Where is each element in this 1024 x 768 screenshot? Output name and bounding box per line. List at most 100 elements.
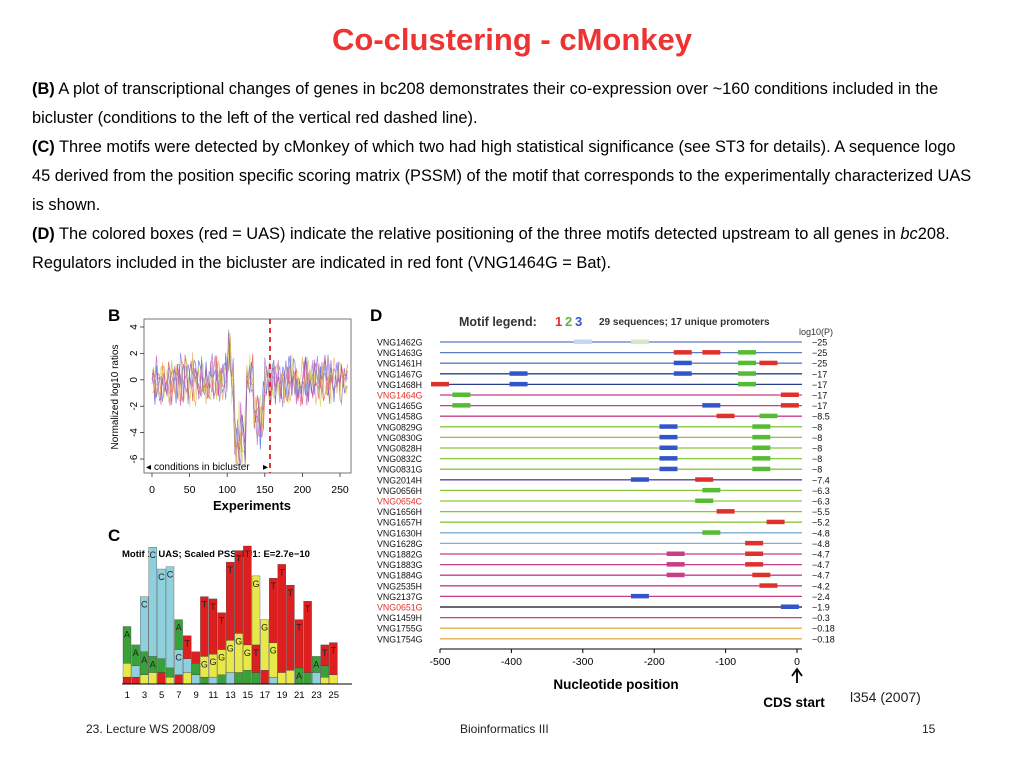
footer-left: 23. Lecture WS 2008/09: [86, 722, 216, 736]
gene-pvalue: −25: [812, 359, 827, 369]
logo-letter-C: [148, 546, 157, 657]
motif-box: [509, 371, 528, 376]
motif-box: [509, 381, 528, 387]
logo-letter-label: C: [150, 550, 157, 560]
motif-legend-2: 2: [565, 314, 572, 329]
panel-c-x-axis: 1 3 5 7 9 11 13 15 17 19 21 23 25: [125, 690, 339, 701]
logo-letter-A: [312, 656, 321, 673]
panel-b-xtick-label: 150: [256, 484, 274, 496]
motif-box: [759, 360, 778, 366]
panel-c-xtick-label: 15: [242, 690, 253, 701]
gene-pvalue: −0.18: [812, 624, 835, 634]
logo-letter-T: [131, 676, 140, 685]
motif-box: [702, 403, 721, 408]
panel-c-xtick-label: 3: [142, 690, 147, 701]
gene-pvalue: −6.3: [812, 486, 830, 496]
gene-label: VNG1628G: [377, 539, 423, 549]
motif-box: [738, 360, 757, 366]
gene-pvalue: −8: [812, 433, 822, 443]
panel-b-ytick-label: 2: [129, 350, 140, 356]
panel-b-ytick-label: -6: [129, 454, 140, 463]
motif-box: [759, 413, 778, 419]
gene-pvalue: −4.7: [812, 550, 830, 560]
logo-letter-label: A: [141, 655, 147, 665]
panel-d-x-axis: -500 -400 -300 -200 -100 0: [429, 649, 800, 668]
motif-box: [716, 509, 735, 514]
motif-box: [716, 413, 735, 419]
motif-box: [738, 350, 757, 355]
logo-letter-G: [260, 619, 269, 671]
gene-label: VNG2137G: [377, 592, 423, 602]
paragraph-c-text: Three motifs were detected by cMonkey of…: [32, 138, 972, 214]
motif-box: [452, 403, 471, 408]
logo-letter-A: [131, 644, 140, 666]
panel-b-ylabel: Normalized log10 ratios: [110, 344, 121, 449]
motif-box: [431, 381, 449, 387]
panel-c-xtick-label: 19: [277, 690, 288, 701]
panel-c-xtick-label: 1: [125, 690, 130, 701]
panel-c-xtick-label: 21: [294, 690, 305, 701]
expression-line: [151, 329, 348, 466]
logo-letter-G: [277, 672, 286, 685]
logo-letter-T: [122, 676, 132, 685]
motif-box: [673, 371, 692, 376]
gene-pvalue: −8: [812, 465, 822, 475]
logo-letter-label: T: [184, 639, 190, 649]
gene-pvalue: −5.2: [812, 518, 830, 528]
promoter-rows: VNG1462G −25 VNG1463G −25 VNG1461H −25 VNG1467…: [377, 338, 835, 645]
panel-b-x-axis: 0 50 100 150 200 250: [149, 473, 349, 496]
logo-letter-T: [208, 598, 218, 655]
logo-letter-C: [208, 676, 218, 685]
panel-d-xtick-label: -400: [501, 656, 522, 668]
panel-c-label: C: [108, 526, 120, 545]
gene-label: VNG1459H: [377, 613, 422, 623]
logo-letter-T: [243, 545, 252, 646]
paragraph-b-text: A plot of transcriptional changes of gen…: [32, 80, 939, 127]
gene-label: VNG1884G: [377, 571, 423, 581]
logo-letter-label: C: [167, 570, 174, 580]
logo-letter-label: G: [235, 636, 242, 646]
motif-box: [659, 456, 678, 461]
motif-box: [666, 572, 685, 578]
logo-letter-G: [140, 674, 149, 685]
logo-letter-label: T: [245, 549, 251, 559]
gene-label: VNG1464G: [377, 391, 423, 401]
logo-letter-label: T: [270, 581, 276, 591]
logo-letter-G: [165, 676, 175, 685]
panel-c-xtick-label: 25: [328, 690, 339, 701]
paragraph-d-text-end: 208. Regulators included in the bicluste…: [32, 225, 950, 272]
logo-letter-label: G: [244, 648, 251, 658]
gene-label: VNG2535H: [377, 581, 422, 591]
motif-box: [630, 339, 649, 344]
slide-title: Co-clustering - cMonkey: [332, 22, 692, 57]
panel-b-xtick-label: 200: [294, 484, 312, 496]
motif-box: [745, 562, 764, 567]
logo-letter-label: C: [175, 653, 182, 663]
paragraph-d: (D) The colored boxes (red = UAS) indica…: [32, 220, 972, 278]
logo-letter-A: [122, 626, 132, 664]
motif-box: [659, 445, 678, 450]
gene-label: VNG0828H: [377, 444, 422, 454]
panel-d-xlabel: Nucleotide position: [553, 677, 678, 692]
gene-pvalue: −17: [812, 369, 827, 379]
logo-letter-A: [320, 665, 329, 678]
motif-box: [659, 424, 678, 429]
gene-pvalue: −1.9: [812, 603, 830, 613]
gene-pvalue: −4.7: [812, 560, 830, 570]
logo-letter-T: [269, 578, 278, 643]
logo-letter-A: [165, 667, 175, 678]
panel-c-xtick-label: 9: [193, 690, 198, 701]
gene-label: VNG1657H: [377, 518, 422, 528]
panel-b-xtick-label: 0: [149, 484, 155, 496]
logo-letter-T: [191, 651, 200, 664]
motif-box: [695, 477, 714, 482]
gene-pvalue: −17: [812, 401, 827, 411]
motif-box: [702, 350, 721, 355]
motif-box: [630, 593, 649, 599]
gene-pvalue: −4.2: [812, 581, 830, 591]
logo-letter-A: [191, 663, 200, 675]
logo-letter-G: [320, 676, 329, 685]
gene-pvalue: −4.8: [812, 528, 830, 538]
logo-letter-label: T: [210, 602, 216, 612]
logo-letter-label: G: [218, 653, 225, 663]
